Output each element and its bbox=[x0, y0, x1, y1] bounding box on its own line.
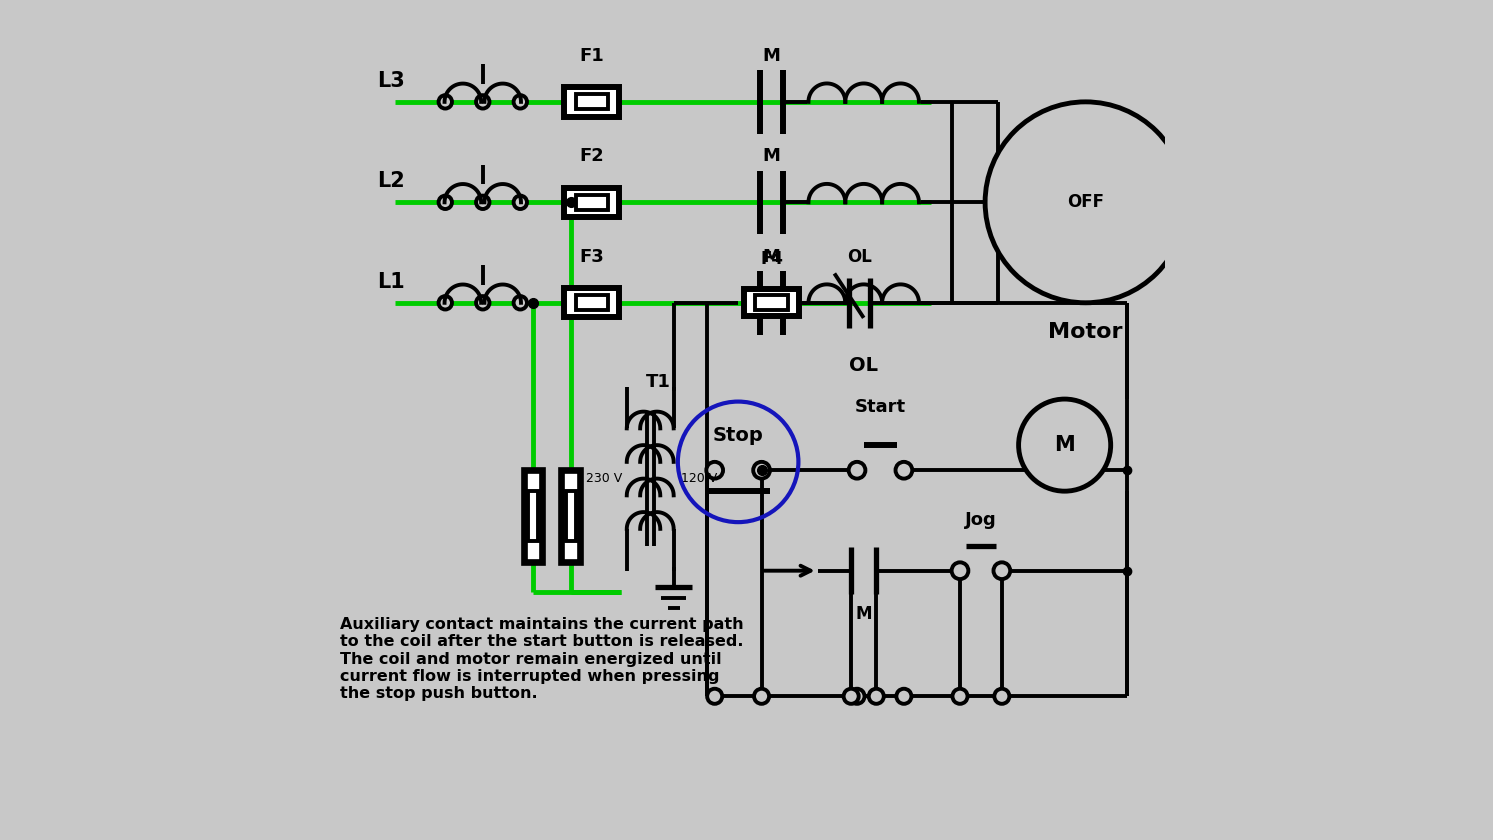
Bar bbox=[524, 470, 542, 562]
Circle shape bbox=[754, 689, 769, 704]
Circle shape bbox=[850, 689, 864, 704]
Text: F3: F3 bbox=[579, 248, 605, 265]
Text: M: M bbox=[855, 606, 872, 623]
Text: Motor: Motor bbox=[1048, 322, 1123, 342]
Text: OL: OL bbox=[850, 356, 878, 375]
Circle shape bbox=[994, 689, 1009, 704]
Bar bbox=[755, 295, 788, 310]
Circle shape bbox=[1018, 399, 1111, 491]
Text: L2: L2 bbox=[376, 171, 405, 192]
Circle shape bbox=[439, 296, 452, 309]
Text: OL: OL bbox=[847, 248, 872, 265]
Text: Auxiliary contact maintains the current path
to the coil after the start button : Auxiliary contact maintains the current … bbox=[340, 617, 744, 701]
Circle shape bbox=[439, 196, 452, 209]
Text: Start: Start bbox=[855, 398, 906, 417]
Circle shape bbox=[985, 102, 1185, 302]
Circle shape bbox=[514, 196, 527, 209]
Text: Stop: Stop bbox=[712, 426, 763, 444]
Text: M: M bbox=[763, 147, 781, 165]
Bar bbox=[576, 94, 608, 109]
Circle shape bbox=[896, 689, 911, 704]
Circle shape bbox=[951, 562, 969, 579]
Bar bbox=[576, 195, 608, 210]
Circle shape bbox=[514, 296, 527, 309]
Circle shape bbox=[896, 462, 912, 479]
Text: 230 V: 230 V bbox=[587, 472, 623, 486]
Circle shape bbox=[476, 196, 490, 209]
Text: M: M bbox=[763, 47, 781, 65]
Bar bbox=[566, 491, 576, 542]
Text: F1: F1 bbox=[579, 47, 605, 65]
Bar bbox=[576, 295, 608, 310]
Text: Jog: Jog bbox=[964, 512, 997, 529]
Circle shape bbox=[439, 95, 452, 108]
Circle shape bbox=[993, 562, 1011, 579]
Text: M: M bbox=[763, 248, 781, 265]
Circle shape bbox=[476, 296, 490, 309]
Circle shape bbox=[848, 462, 866, 479]
Circle shape bbox=[953, 689, 967, 704]
Text: F2: F2 bbox=[579, 147, 605, 165]
Text: L1: L1 bbox=[376, 272, 405, 291]
Text: M: M bbox=[1054, 435, 1075, 455]
Text: OFF: OFF bbox=[1067, 193, 1105, 212]
Circle shape bbox=[706, 462, 723, 479]
Bar bbox=[745, 290, 799, 316]
Circle shape bbox=[476, 95, 490, 108]
Bar bbox=[561, 470, 579, 562]
Circle shape bbox=[844, 689, 858, 704]
Circle shape bbox=[752, 462, 770, 479]
Circle shape bbox=[514, 95, 527, 108]
Circle shape bbox=[869, 689, 884, 704]
Bar bbox=[564, 187, 618, 217]
Bar bbox=[564, 87, 618, 117]
Bar bbox=[564, 288, 618, 318]
Text: F4: F4 bbox=[760, 250, 784, 268]
Text: 120 V: 120 V bbox=[681, 472, 717, 486]
Text: T1: T1 bbox=[646, 373, 670, 391]
Circle shape bbox=[708, 689, 723, 704]
Bar bbox=[529, 491, 537, 542]
Text: L3: L3 bbox=[376, 71, 405, 91]
